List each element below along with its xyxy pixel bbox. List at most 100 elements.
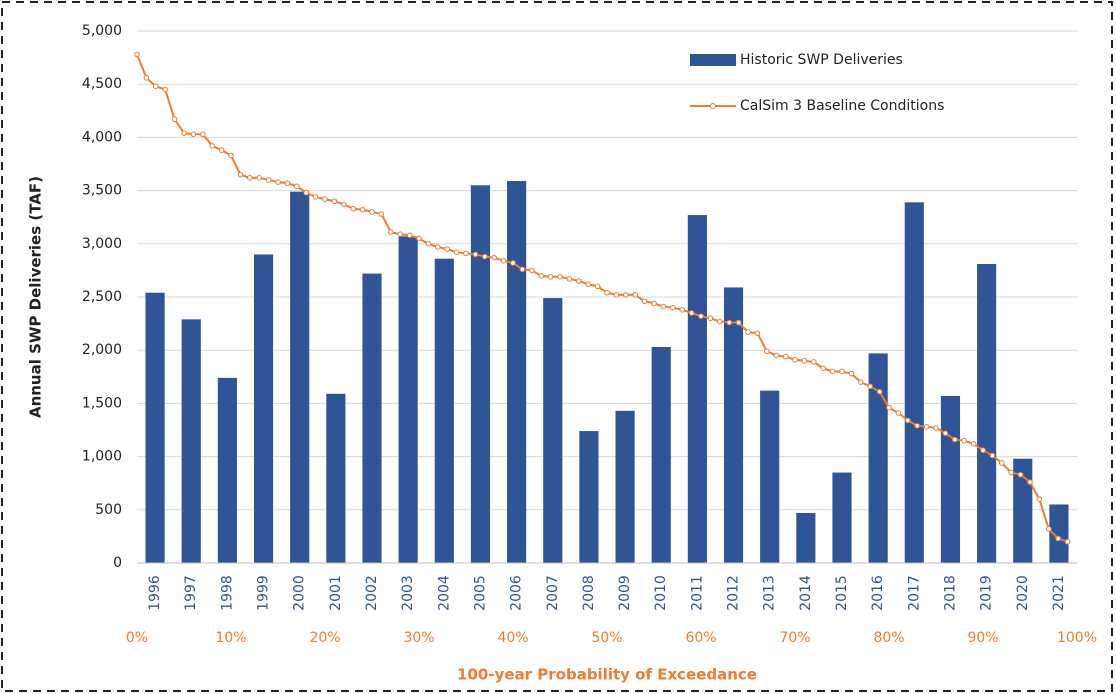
bar bbox=[832, 472, 852, 563]
marker bbox=[999, 460, 1005, 466]
marker bbox=[529, 267, 535, 274]
marker bbox=[1046, 526, 1052, 532]
marker bbox=[538, 272, 545, 279]
marker bbox=[970, 441, 977, 447]
x-tick-label: 2016 bbox=[870, 575, 886, 611]
marker bbox=[331, 198, 338, 205]
bar bbox=[868, 353, 888, 563]
marker bbox=[378, 211, 385, 217]
marker bbox=[265, 177, 272, 183]
marker bbox=[961, 437, 968, 444]
marker bbox=[190, 131, 197, 138]
marker bbox=[425, 241, 432, 247]
bar bbox=[145, 292, 165, 563]
marker bbox=[660, 303, 667, 310]
marker bbox=[247, 175, 253, 181]
bar bbox=[977, 264, 997, 563]
y-tick-label: 4,500 bbox=[82, 76, 122, 92]
x-tick-label: 2019 bbox=[979, 575, 995, 611]
marker bbox=[801, 358, 808, 364]
marker bbox=[557, 273, 563, 280]
x-tick-label: 1996 bbox=[147, 575, 163, 611]
marker bbox=[773, 352, 780, 359]
x-tick-label: 2020 bbox=[1015, 575, 1031, 611]
marker bbox=[491, 254, 498, 261]
x2-tick-label: 50% bbox=[591, 630, 622, 646]
marker bbox=[519, 266, 526, 273]
marker bbox=[698, 313, 704, 319]
x-tick-label: 1997 bbox=[183, 575, 199, 611]
marker bbox=[933, 425, 939, 431]
bar bbox=[253, 254, 274, 563]
bar bbox=[904, 202, 924, 563]
marker bbox=[181, 130, 187, 136]
marker bbox=[1017, 471, 1024, 478]
marker bbox=[942, 430, 949, 436]
marker bbox=[754, 330, 761, 336]
x2-tick-label: 10% bbox=[215, 630, 246, 646]
x-tick-label: 2013 bbox=[762, 575, 778, 611]
marker bbox=[679, 306, 686, 313]
marker bbox=[670, 304, 676, 311]
y-tick-label: 4,000 bbox=[82, 129, 122, 145]
marker bbox=[256, 175, 263, 181]
bar bbox=[1013, 458, 1033, 563]
y-tick-label: 1,500 bbox=[82, 395, 122, 411]
bar bbox=[615, 410, 635, 563]
marker bbox=[322, 196, 328, 202]
marker bbox=[707, 315, 714, 322]
marker bbox=[632, 292, 639, 298]
x-tick-label: 2003 bbox=[400, 575, 416, 611]
marker bbox=[143, 75, 150, 81]
x-tick-label: 2012 bbox=[726, 575, 742, 611]
marker bbox=[858, 379, 864, 385]
marker bbox=[566, 276, 573, 282]
x-tick-label: 2015 bbox=[834, 575, 850, 611]
x-tick-label: 2001 bbox=[328, 575, 344, 611]
marker bbox=[1027, 479, 1033, 485]
marker bbox=[510, 260, 516, 266]
marker bbox=[867, 383, 874, 390]
bar bbox=[723, 287, 744, 563]
x-tick-label: 2017 bbox=[906, 575, 922, 611]
x-tick-label: 2021 bbox=[1051, 575, 1067, 611]
x-tick-label: 2018 bbox=[942, 575, 958, 611]
x-tick-label: 1998 bbox=[219, 575, 235, 611]
x-tick-label: 2002 bbox=[364, 575, 380, 611]
bar bbox=[796, 512, 816, 563]
marker bbox=[726, 319, 733, 326]
bar bbox=[760, 390, 780, 563]
y-tick-label: 5,000 bbox=[82, 23, 122, 39]
x2-tick-label: 80% bbox=[873, 630, 904, 646]
marker bbox=[200, 131, 206, 138]
marker bbox=[829, 368, 836, 375]
marker bbox=[989, 452, 996, 459]
marker bbox=[397, 231, 404, 238]
x-tick-label: 2006 bbox=[509, 575, 525, 611]
x-tick-label: 2005 bbox=[472, 575, 488, 611]
x-tick-label: 2008 bbox=[581, 575, 597, 611]
bar bbox=[687, 215, 707, 563]
marker bbox=[876, 388, 883, 395]
marker bbox=[923, 424, 930, 430]
x2-tick-label: 90% bbox=[967, 630, 998, 646]
line bbox=[136, 54, 1068, 543]
marker bbox=[171, 116, 178, 123]
x-tick-label: 2014 bbox=[798, 575, 814, 611]
legend-marker bbox=[710, 103, 716, 109]
marker bbox=[914, 422, 921, 429]
legend-label: Historic SWP Deliveries bbox=[740, 52, 903, 68]
bar bbox=[181, 319, 201, 563]
marker bbox=[482, 253, 488, 260]
marker bbox=[735, 319, 742, 326]
marker bbox=[406, 232, 413, 239]
x-tick-label: 2010 bbox=[653, 575, 669, 611]
y-tick-label: 1,000 bbox=[82, 449, 122, 465]
marker bbox=[275, 179, 281, 185]
marker bbox=[453, 249, 460, 256]
x2-tick-label: 0% bbox=[126, 630, 148, 646]
marker bbox=[388, 229, 394, 235]
y-tick-label: 2,000 bbox=[82, 342, 122, 358]
x2-tick-label: 60% bbox=[685, 630, 716, 646]
